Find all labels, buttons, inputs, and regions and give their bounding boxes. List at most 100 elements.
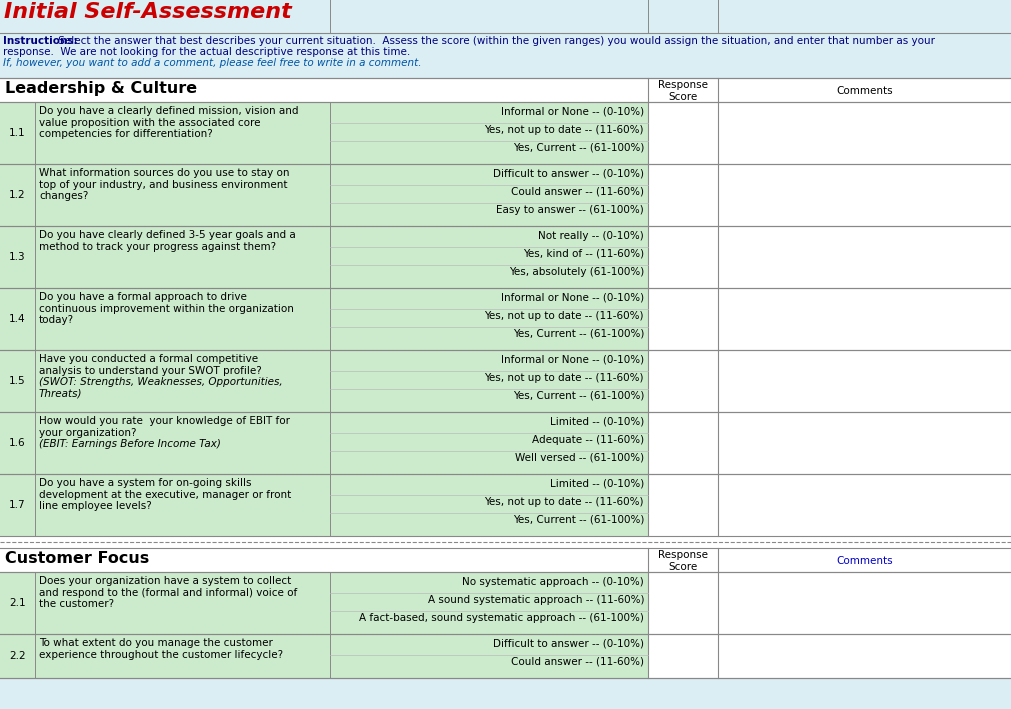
Text: today?: today?	[39, 315, 74, 325]
Bar	[35, 350, 330, 412]
Bar	[648, 350, 718, 412]
Bar	[0, 226, 35, 288]
Bar	[718, 634, 1011, 678]
Bar	[0, 536, 1011, 548]
Text: To what extent do you manage the customer: To what extent do you manage the custome…	[39, 638, 273, 648]
Text: Yes, Current -- (61-100%): Yes, Current -- (61-100%)	[513, 391, 644, 401]
Text: development at the executive, manager or front: development at the executive, manager or…	[39, 489, 291, 500]
Text: changes?: changes?	[39, 191, 88, 201]
Text: 1.6: 1.6	[9, 438, 26, 448]
Text: Select the answer that best describes your current situation.  Assess the score : Select the answer that best describes yo…	[55, 36, 935, 46]
Text: 1.7: 1.7	[9, 500, 26, 510]
Bar	[330, 474, 648, 536]
Text: method to track your progress against them?: method to track your progress against th…	[39, 242, 276, 252]
Text: Response
Score: Response Score	[658, 80, 708, 101]
Bar	[648, 572, 718, 634]
Bar	[718, 164, 1011, 226]
Text: Limited -- (0-10%): Limited -- (0-10%)	[550, 417, 644, 427]
Text: Adequate -- (11-60%): Adequate -- (11-60%)	[532, 435, 644, 445]
Text: competencies for differentiation?: competencies for differentiation?	[39, 129, 212, 139]
Text: Yes, Current -- (61-100%): Yes, Current -- (61-100%)	[513, 143, 644, 153]
Text: Yes, not up to date -- (11-60%): Yes, not up to date -- (11-60%)	[484, 497, 644, 507]
Bar	[330, 350, 648, 412]
Text: and respond to the (formal and informal) voice of: and respond to the (formal and informal)…	[39, 588, 297, 598]
Bar	[0, 474, 35, 536]
Bar	[330, 572, 648, 634]
Text: Difficult to answer -- (0-10%): Difficult to answer -- (0-10%)	[493, 639, 644, 649]
Text: Yes, not up to date -- (11-60%): Yes, not up to date -- (11-60%)	[484, 125, 644, 135]
Text: Do you have a formal approach to drive: Do you have a formal approach to drive	[39, 292, 247, 302]
Text: Customer Focus: Customer Focus	[5, 551, 150, 566]
Text: Well versed -- (61-100%): Well versed -- (61-100%)	[515, 453, 644, 463]
Text: Do you have a clearly defined mission, vision and: Do you have a clearly defined mission, v…	[39, 106, 298, 116]
Text: Yes, absolutely (61-100%): Yes, absolutely (61-100%)	[509, 267, 644, 277]
Text: Limited -- (0-10%): Limited -- (0-10%)	[550, 479, 644, 489]
Bar	[0, 78, 1011, 102]
Bar	[330, 226, 648, 288]
Text: Comments: Comments	[836, 556, 893, 566]
Text: Yes, not up to date -- (11-60%): Yes, not up to date -- (11-60%)	[484, 311, 644, 321]
Bar	[718, 474, 1011, 536]
Bar	[35, 572, 330, 634]
Bar	[718, 412, 1011, 474]
Bar	[0, 634, 35, 678]
Text: 2.1: 2.1	[9, 598, 26, 608]
Bar	[648, 474, 718, 536]
Text: Informal or None -- (0-10%): Informal or None -- (0-10%)	[500, 355, 644, 365]
Bar	[330, 288, 648, 350]
Text: the customer?: the customer?	[39, 599, 114, 609]
Bar	[35, 164, 330, 226]
Text: Yes, kind of -- (11-60%): Yes, kind of -- (11-60%)	[523, 249, 644, 259]
Text: Response
Score: Response Score	[658, 550, 708, 571]
Bar	[648, 634, 718, 678]
Text: Yes, Current -- (61-100%): Yes, Current -- (61-100%)	[513, 329, 644, 339]
Bar	[35, 226, 330, 288]
Text: Easy to answer -- (61-100%): Easy to answer -- (61-100%)	[496, 205, 644, 215]
Text: No systematic approach -- (0-10%): No systematic approach -- (0-10%)	[462, 577, 644, 587]
Text: analysis to understand your SWOT profile?: analysis to understand your SWOT profile…	[39, 366, 262, 376]
Bar	[35, 288, 330, 350]
Text: continuous improvement within the organization: continuous improvement within the organi…	[39, 303, 294, 313]
Text: Do you have a system for on-going skills: Do you have a system for on-going skills	[39, 478, 252, 488]
Bar	[330, 164, 648, 226]
Bar	[648, 412, 718, 474]
Text: (EBIT: Earnings Before Income Tax): (EBIT: Earnings Before Income Tax)	[39, 439, 220, 449]
Text: 1.2: 1.2	[9, 190, 26, 200]
Bar	[330, 102, 648, 164]
Text: line employee levels?: line employee levels?	[39, 501, 152, 511]
Text: (SWOT: Strengths, Weaknesses, Opportunities,: (SWOT: Strengths, Weaknesses, Opportunit…	[39, 377, 283, 387]
Text: response.  We are not looking for the actual descriptive response at this time.: response. We are not looking for the act…	[3, 47, 410, 57]
Bar	[0, 412, 35, 474]
Bar	[330, 634, 648, 678]
Bar	[0, 350, 35, 412]
Text: 1.5: 1.5	[9, 376, 26, 386]
Text: A fact-based, sound systematic approach -- (61-100%): A fact-based, sound systematic approach …	[359, 613, 644, 623]
Text: Comments: Comments	[836, 86, 893, 96]
Text: top of your industry, and business environment: top of your industry, and business envir…	[39, 179, 287, 189]
Text: Difficult to answer -- (0-10%): Difficult to answer -- (0-10%)	[493, 169, 644, 179]
Text: If, however, you want to add a comment, please feel free to write in a comment.: If, however, you want to add a comment, …	[3, 58, 422, 68]
Bar	[330, 412, 648, 474]
Text: experience throughout the customer lifecycle?: experience throughout the customer lifec…	[39, 649, 283, 659]
Text: Not really -- (0-10%): Not really -- (0-10%)	[538, 231, 644, 241]
Bar	[648, 164, 718, 226]
Bar	[0, 548, 1011, 572]
Text: Yes, not up to date -- (11-60%): Yes, not up to date -- (11-60%)	[484, 373, 644, 383]
Bar	[0, 0, 1011, 33]
Text: How would you rate  your knowledge of EBIT for: How would you rate your knowledge of EBI…	[39, 416, 290, 426]
Bar	[0, 164, 35, 226]
Bar	[0, 33, 1011, 78]
Bar	[718, 572, 1011, 634]
Bar	[0, 288, 35, 350]
Text: Have you conducted a formal competitive: Have you conducted a formal competitive	[39, 354, 258, 364]
Text: Informal or None -- (0-10%): Informal or None -- (0-10%)	[500, 107, 644, 117]
Bar	[718, 350, 1011, 412]
Text: 1.3: 1.3	[9, 252, 26, 262]
Text: Leadership & Culture: Leadership & Culture	[5, 81, 197, 96]
Text: 1.4: 1.4	[9, 314, 26, 324]
Text: value proposition with the associated core: value proposition with the associated co…	[39, 118, 261, 128]
Bar	[0, 572, 35, 634]
Text: What information sources do you use to stay on: What information sources do you use to s…	[39, 168, 289, 178]
Text: 1.1: 1.1	[9, 128, 26, 138]
Bar	[648, 102, 718, 164]
